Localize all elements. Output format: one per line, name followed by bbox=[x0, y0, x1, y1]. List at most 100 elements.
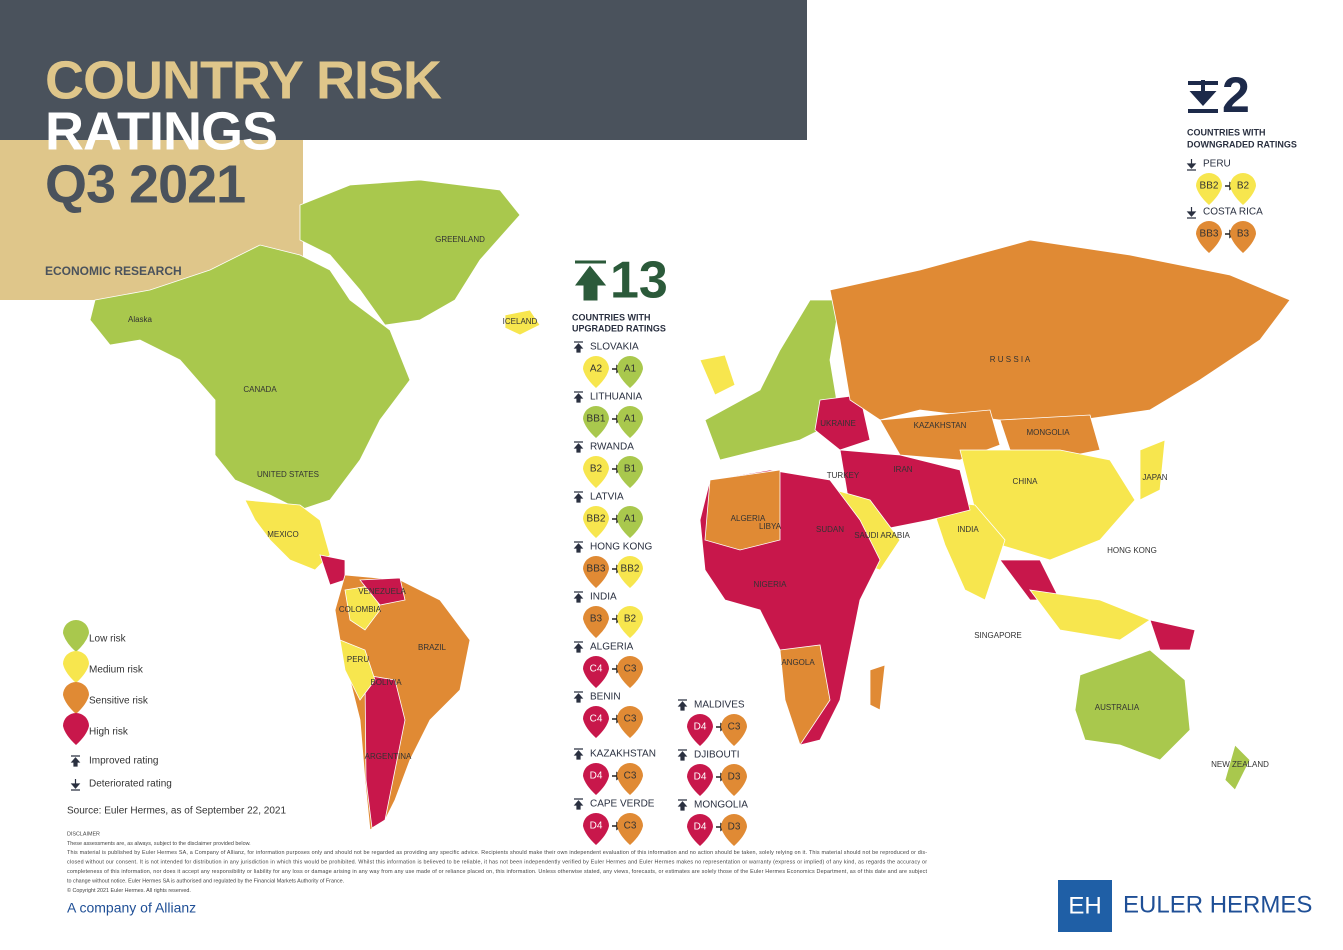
rating-pin bbox=[1196, 173, 1222, 205]
brand-logo-box bbox=[1058, 880, 1112, 932]
rating-pin bbox=[617, 456, 643, 488]
disclaimer-line: This material is published by Euler Herm… bbox=[67, 850, 927, 856]
rating-pin bbox=[583, 606, 609, 638]
header-band bbox=[0, 0, 807, 140]
rating-pin bbox=[617, 763, 643, 795]
rating-pin bbox=[583, 406, 609, 438]
up-arrow-icon bbox=[573, 391, 584, 403]
down-arrow-icon bbox=[1186, 207, 1197, 219]
brand-logo: EH bbox=[1068, 892, 1101, 919]
map-label: R U S S I A bbox=[990, 355, 1031, 364]
up-arrow-icon bbox=[573, 541, 584, 553]
rating-pin bbox=[617, 506, 643, 538]
down-arrow-icon bbox=[1186, 159, 1197, 171]
up-arrow-icon bbox=[573, 341, 584, 353]
map-label: ALGERIA bbox=[731, 514, 766, 523]
title-line1: COUNTRY RISK bbox=[45, 50, 442, 110]
rating-to: A1 bbox=[624, 414, 637, 425]
up-arrow-icon bbox=[677, 799, 688, 811]
country-name: PERU bbox=[1203, 159, 1231, 170]
map-label: INDIA bbox=[957, 525, 979, 534]
legend-label: Deteriorated rating bbox=[89, 779, 172, 790]
rating-from: BB2 bbox=[1200, 181, 1219, 192]
rating-from: D4 bbox=[590, 771, 603, 782]
up-arrow-icon bbox=[573, 641, 584, 653]
legend-swatch bbox=[63, 682, 89, 714]
rating-pin bbox=[687, 814, 713, 846]
country-name: RWANDA bbox=[590, 442, 634, 453]
rating-from: D4 bbox=[694, 722, 707, 733]
upgrade-count: 13 bbox=[610, 252, 668, 310]
rating-pin bbox=[583, 706, 609, 738]
disclaimer-line: These assessments are, as always, subjec… bbox=[67, 841, 251, 847]
rating-pin bbox=[617, 706, 643, 738]
disclaimer-line: © Copyright 2021 Euler Hermes. All right… bbox=[67, 887, 191, 894]
country-name: SLOVAKIA bbox=[590, 342, 639, 353]
upgrade-icon bbox=[575, 260, 607, 301]
rating-pin bbox=[617, 813, 643, 845]
downgrade-label: COUNTRIES WITH bbox=[1187, 127, 1266, 137]
allianz-tagline: A company of Allianz bbox=[67, 900, 196, 916]
rating-from: D4 bbox=[694, 822, 707, 833]
rating-pin bbox=[583, 506, 609, 538]
up-arrow-icon bbox=[573, 798, 584, 810]
legend-swatch bbox=[63, 651, 89, 683]
disclaimer-line: closed without our consent. It is not in… bbox=[67, 860, 927, 866]
rating-from: C4 bbox=[590, 664, 603, 675]
map-label: ARGENTINA bbox=[365, 752, 412, 761]
country-name: LITHUANIA bbox=[590, 392, 643, 403]
map-label: BOLIVIA bbox=[370, 678, 402, 687]
map-label: SAUDI ARABIA bbox=[854, 531, 910, 540]
title-line3: Q3 2021 bbox=[45, 154, 245, 214]
country-name: DJIBOUTI bbox=[694, 750, 740, 761]
country-name: LATVIA bbox=[590, 492, 624, 503]
world-map bbox=[89, 179, 1291, 831]
map-label: HONG KONG bbox=[1107, 546, 1157, 555]
map-label: UNITED STATES bbox=[257, 470, 319, 479]
downgrade-count: 2 bbox=[1222, 67, 1250, 123]
source: Source: Euler Hermes, as of September 22… bbox=[67, 806, 286, 817]
map-label: PERU bbox=[347, 655, 369, 664]
rating-pin bbox=[721, 714, 747, 746]
rating-from: C4 bbox=[590, 714, 603, 725]
rating-from: D4 bbox=[694, 772, 707, 783]
brand-name: EULER HERMES bbox=[1123, 891, 1312, 918]
map-label: MEXICO bbox=[267, 530, 299, 539]
rating-to: C3 bbox=[728, 722, 741, 733]
up-arrow-icon bbox=[677, 749, 688, 761]
rating-to: C3 bbox=[624, 664, 637, 675]
rating-to: B2 bbox=[624, 614, 637, 625]
map-label: SINGAPORE bbox=[974, 631, 1022, 640]
country-name: MONGOLIA bbox=[694, 800, 748, 811]
disclaimer-line: DISCLAIMER bbox=[67, 831, 100, 837]
country-name: MALDIVES bbox=[694, 700, 745, 711]
country-name: BENIN bbox=[590, 692, 621, 703]
rating-pin bbox=[583, 813, 609, 845]
rating-pin bbox=[617, 356, 643, 388]
map-label: Alaska bbox=[128, 315, 153, 324]
rating-to: B3 bbox=[1237, 229, 1250, 240]
disclaimer-line: completeness of this information, nor do… bbox=[67, 869, 928, 875]
rating-to: C3 bbox=[624, 714, 637, 725]
map-label: VENEZUELA bbox=[358, 587, 406, 596]
rating-to: A1 bbox=[624, 364, 637, 375]
rating-pin bbox=[617, 556, 643, 588]
rating-pin bbox=[583, 356, 609, 388]
map-label: AUSTRALIA bbox=[1095, 703, 1140, 712]
map-label: MONGOLIA bbox=[1026, 428, 1070, 437]
legend-label: Medium risk bbox=[89, 665, 144, 676]
map-label: CANADA bbox=[243, 385, 277, 394]
map-labels: GREENLAND CANADA UNITED STATES Alaska ICELAN… bbox=[128, 235, 1269, 769]
rating-pin bbox=[617, 606, 643, 638]
rating-to: B2 bbox=[1237, 181, 1250, 192]
rating-from: A2 bbox=[590, 364, 603, 375]
rating-from: B2 bbox=[590, 464, 603, 475]
up-arrow-icon bbox=[677, 699, 688, 711]
country-name: HONG KONG bbox=[590, 542, 652, 553]
rating-pin bbox=[1196, 221, 1222, 253]
map-label: NEW ZEALAND bbox=[1211, 760, 1269, 769]
legend-swatch bbox=[63, 713, 89, 745]
down-arrow-icon bbox=[70, 779, 81, 791]
rating-to: C3 bbox=[624, 771, 637, 782]
